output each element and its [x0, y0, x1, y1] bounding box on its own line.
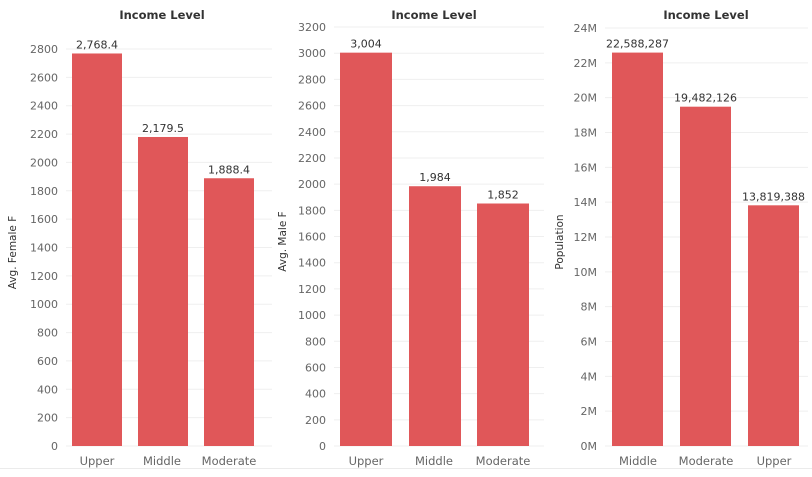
y-tick-label: 1800 [30, 185, 58, 198]
bar-middle[interactable] [138, 136, 188, 447]
y-tick-label: 1000 [30, 298, 58, 311]
y-tick-label: 1200 [298, 283, 326, 296]
y-tick-label: 12M [574, 231, 598, 244]
x-category-label: Middle [143, 454, 181, 468]
y-tick-label: 22M [574, 57, 598, 70]
y-tick-label: 2800 [298, 73, 326, 86]
bar-moderate[interactable] [204, 178, 254, 446]
chart-title: Income Level [663, 8, 748, 22]
x-category-label: Upper [80, 454, 115, 468]
y-tick-label: 18M [574, 127, 598, 140]
y-tick-label: 6M [581, 336, 598, 349]
x-category-label: Upper [757, 454, 792, 468]
chart-title: Income Level [391, 8, 476, 22]
x-category-label: Middle [415, 454, 453, 468]
y-tick-label: 8M [581, 301, 598, 314]
y-tick-label: 1000 [298, 309, 326, 322]
x-category-label: Moderate [476, 454, 531, 468]
y-tick-label: 0 [51, 440, 58, 453]
y-tick-label: 2200 [298, 152, 326, 165]
y-tick-label: 24M [574, 22, 598, 35]
x-category-label: Moderate [679, 454, 734, 468]
y-tick-label: 0M [581, 440, 598, 453]
x-category-label: Moderate [202, 454, 257, 468]
bar-upper[interactable] [72, 53, 122, 446]
y-tick-label: 1400 [30, 242, 58, 255]
y-axis-title: Population [554, 214, 566, 269]
y-tick-label: 14M [574, 196, 598, 209]
y-tick-label: 0 [319, 440, 326, 453]
y-tick-label: 1800 [298, 204, 326, 217]
bar-upper[interactable] [340, 52, 392, 446]
bar-value-label: 19,482,126 [674, 92, 737, 105]
y-axis-title: Avg. Female F [7, 216, 19, 289]
y-tick-label: 2200 [30, 128, 58, 141]
y-tick-label: 200 [305, 414, 326, 427]
y-tick-label: 3000 [298, 47, 326, 60]
y-tick-label: 200 [37, 412, 58, 425]
y-tick-label: 1200 [30, 270, 58, 283]
y-tick-label: 800 [37, 327, 58, 340]
y-tick-label: 600 [305, 361, 326, 374]
bar-moderate[interactable] [477, 203, 529, 446]
y-tick-label: 2800 [30, 43, 58, 56]
y-axis-title: Avg. Male F [277, 211, 289, 271]
y-tick-label: 1600 [30, 213, 58, 226]
y-tick-label: 2600 [298, 100, 326, 113]
bar-value-label: 1,984 [419, 171, 451, 184]
y-tick-label: 2M [581, 405, 598, 418]
bar-value-label: 3,004 [350, 38, 382, 51]
bar-upper[interactable] [748, 205, 799, 446]
bar-middle[interactable] [612, 52, 663, 446]
y-tick-label: 2000 [30, 156, 58, 169]
y-tick-label: 1400 [298, 257, 326, 270]
y-tick-label: 2000 [298, 178, 326, 191]
bar-value-label: 13,819,388 [742, 190, 805, 203]
y-tick-label: 1600 [298, 231, 326, 244]
bar-value-label: 2,179.5 [142, 122, 184, 135]
y-tick-label: 10M [574, 266, 598, 279]
x-category-label: Middle [619, 454, 657, 468]
chart-panel-2: Income Level 0 200 400 600 800 1000 1200 1400 160… [277, 8, 544, 468]
y-tick-label: 600 [37, 355, 58, 368]
y-tick-label: 4M [581, 370, 598, 383]
y-tick-label: 2400 [298, 126, 326, 139]
bar-middle[interactable] [409, 186, 461, 446]
y-tick-label: 2400 [30, 100, 58, 113]
bar-value-label: 22,588,287 [606, 38, 669, 51]
y-tick-label: 20M [574, 92, 598, 105]
bar-moderate[interactable] [680, 106, 731, 446]
footer-divider [0, 468, 812, 469]
y-tick-label: 800 [305, 335, 326, 348]
bar-value-label: 2,768.4 [76, 38, 118, 51]
y-tick-label: 16M [574, 161, 598, 174]
y-tick-label: 3200 [298, 21, 326, 34]
y-tick-label: 400 [305, 388, 326, 401]
chart-title: Income Level [119, 8, 204, 22]
bar-value-label: 1,888.4 [208, 163, 250, 176]
bar-value-label: 1,852 [487, 189, 519, 202]
y-tick-label: 400 [37, 383, 58, 396]
chart-panel-1: Income Level 0 200 400 600 800 1000 1200 1400 160… [7, 8, 272, 468]
chart-panel-3: Income Level 0M 2M 4M 6M 8M 10M 12M 14M 16M 18M 20M… [554, 8, 808, 468]
x-category-label: Upper [349, 454, 384, 468]
y-tick-label: 2600 [30, 71, 58, 84]
